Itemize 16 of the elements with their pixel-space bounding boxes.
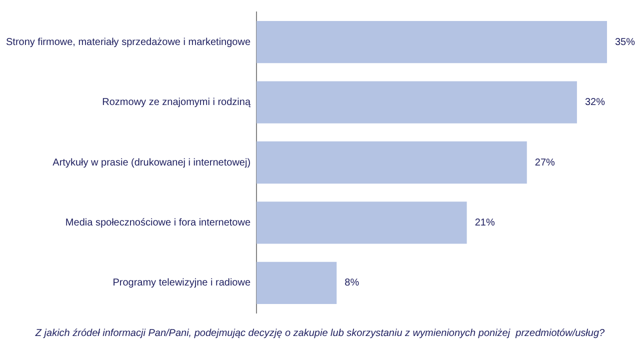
y-tick-label: Media społecznościowe i fora internetowe bbox=[65, 217, 251, 228]
data-label: 8% bbox=[344, 278, 360, 289]
y-tick-label: Programy telewizyjne i radiowe bbox=[112, 278, 251, 289]
bar bbox=[256, 21, 607, 64]
data-label: 32% bbox=[584, 97, 606, 108]
data-label: 35% bbox=[615, 36, 636, 48]
bar bbox=[256, 202, 467, 244]
text: Z jakich źródeł informacji Pan/Pani, podejmując decyzję o zakupie lub skorzystaniu z wymienionych poniżej przedmiotów/usług? bbox=[34, 328, 606, 339]
bar bbox=[256, 81, 577, 124]
bar bbox=[256, 262, 337, 304]
data-label: 21% bbox=[474, 217, 495, 228]
y-tick-label: Strony firmowe, materiały sprzedażowe i marketingowe bbox=[6, 36, 251, 48]
bar bbox=[256, 141, 527, 184]
y-tick-label: Rozmowy ze znajomymi i rodziną bbox=[102, 97, 251, 108]
y-tick-label: Artykuły w prasie (drukowanej i internetowej) bbox=[52, 157, 251, 168]
data-label: 27% bbox=[534, 157, 556, 168]
